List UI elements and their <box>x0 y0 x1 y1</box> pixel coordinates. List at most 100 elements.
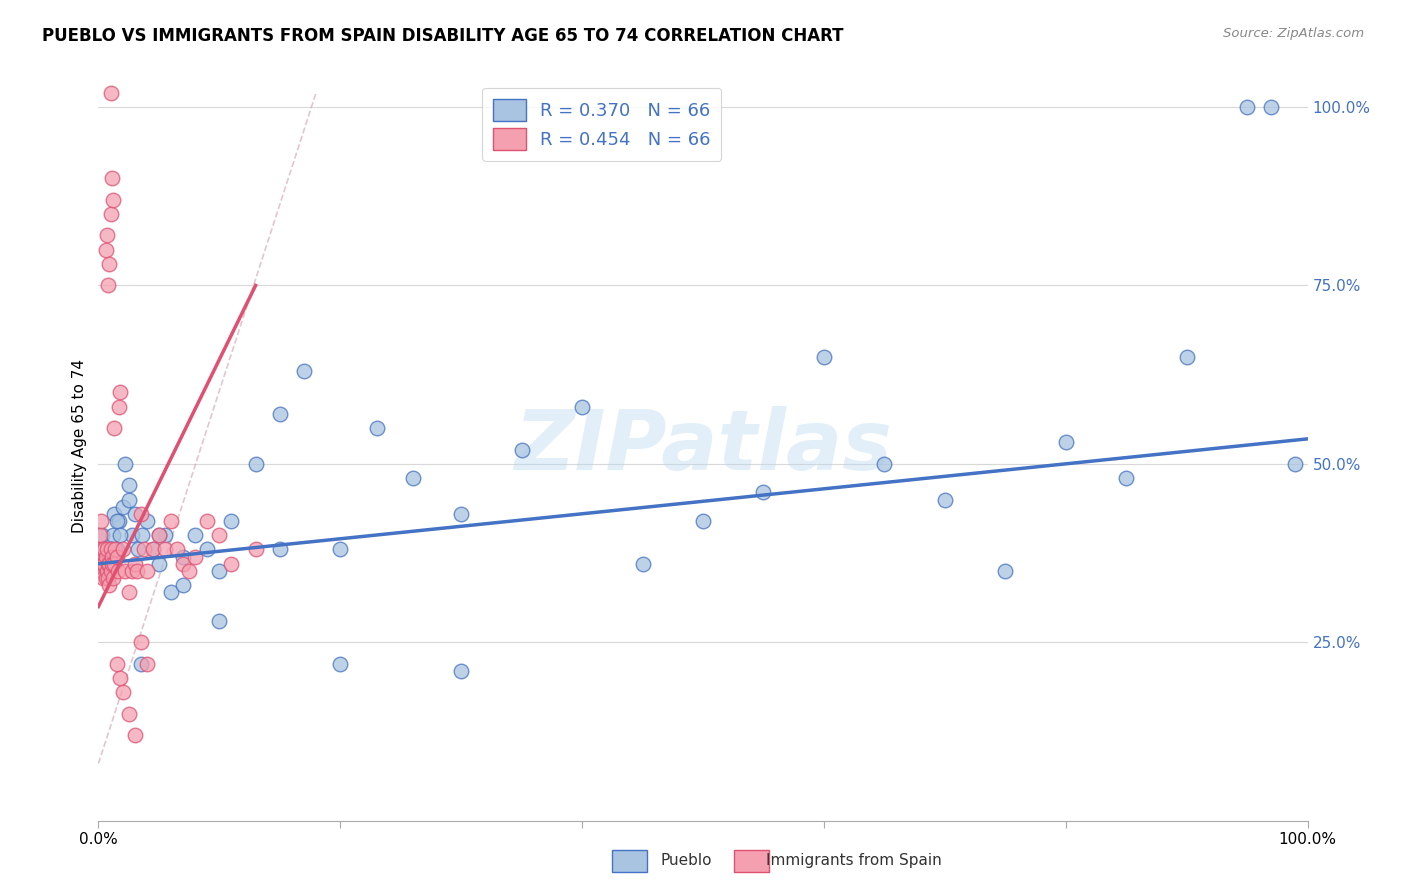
Point <box>142 542 165 557</box>
Point <box>148 528 170 542</box>
Point <box>101 193 124 207</box>
Point <box>97 571 120 585</box>
Point <box>94 549 117 564</box>
Point <box>105 542 128 557</box>
Point <box>101 571 124 585</box>
Point <box>100 171 122 186</box>
Point <box>172 549 194 564</box>
Point <box>97 557 120 571</box>
Point <box>1054 435 1077 450</box>
Point <box>269 407 291 421</box>
Point <box>195 514 218 528</box>
Point <box>96 542 118 557</box>
Point <box>103 557 125 571</box>
Point <box>93 557 115 571</box>
Point <box>108 528 131 542</box>
Point <box>172 578 194 592</box>
Point <box>97 278 120 293</box>
Point <box>105 657 128 671</box>
Point <box>1236 100 1258 114</box>
Point <box>329 542 352 557</box>
Point <box>90 549 112 564</box>
Point <box>114 457 136 471</box>
Point <box>108 385 131 400</box>
Point <box>118 585 141 599</box>
Point <box>101 549 124 564</box>
Point <box>111 542 134 557</box>
Point <box>160 585 183 599</box>
Point <box>208 528 231 542</box>
Point <box>105 514 128 528</box>
Point <box>100 557 122 571</box>
Point <box>148 528 170 542</box>
Point <box>402 471 425 485</box>
Point <box>100 542 122 557</box>
Point <box>100 549 122 564</box>
Point <box>129 657 152 671</box>
Point <box>994 564 1017 578</box>
Point <box>108 514 131 528</box>
Point <box>89 528 111 542</box>
Point <box>245 457 267 471</box>
Point <box>160 514 183 528</box>
Point <box>142 542 165 557</box>
Point <box>873 457 896 471</box>
Text: PUEBLO VS IMMIGRANTS FROM SPAIN DISABILITY AGE 65 TO 74 CORRELATION CHART: PUEBLO VS IMMIGRANTS FROM SPAIN DISABILI… <box>42 27 844 45</box>
Point <box>153 528 176 542</box>
Point <box>127 542 149 557</box>
Point <box>101 528 124 542</box>
Point <box>91 542 114 557</box>
Point <box>97 564 120 578</box>
Point <box>269 542 291 557</box>
Point <box>131 528 153 542</box>
Point <box>100 542 122 557</box>
Point <box>107 564 129 578</box>
Point <box>166 542 188 557</box>
Point <box>208 564 231 578</box>
Point <box>221 514 243 528</box>
Point <box>97 571 120 585</box>
Point <box>121 564 143 578</box>
Point <box>1175 350 1198 364</box>
Text: ZIPatlas: ZIPatlas <box>515 406 891 486</box>
Point <box>118 492 141 507</box>
Point <box>93 542 115 557</box>
Text: Immigrants from Spain: Immigrants from Spain <box>766 854 942 868</box>
Point <box>134 542 156 557</box>
Point <box>135 514 157 528</box>
Point <box>124 507 146 521</box>
Point <box>103 507 125 521</box>
Point <box>179 564 201 578</box>
Point <box>129 635 152 649</box>
Point <box>245 542 267 557</box>
Point <box>94 564 117 578</box>
Point <box>129 507 152 521</box>
Point <box>94 571 117 585</box>
Point <box>450 507 472 521</box>
Point <box>450 664 472 678</box>
Point <box>111 685 134 699</box>
Point <box>329 657 352 671</box>
Point <box>510 442 533 457</box>
Point <box>184 528 207 542</box>
Point <box>124 728 146 742</box>
Point <box>135 564 157 578</box>
Point <box>103 421 125 435</box>
Point <box>100 549 122 564</box>
Point <box>195 542 218 557</box>
Point <box>366 421 388 435</box>
Text: Pueblo: Pueblo <box>661 854 713 868</box>
Point <box>221 557 243 571</box>
Point <box>105 549 128 564</box>
Y-axis label: Disability Age 65 to 74: Disability Age 65 to 74 <box>72 359 87 533</box>
Point <box>104 542 127 557</box>
Point <box>91 528 114 542</box>
Point <box>184 549 207 564</box>
Point <box>93 542 115 557</box>
Point <box>96 557 118 571</box>
Text: Source: ZipAtlas.com: Source: ZipAtlas.com <box>1223 27 1364 40</box>
Point <box>100 542 122 557</box>
Point <box>94 243 117 257</box>
Point <box>1284 457 1306 471</box>
Point <box>108 671 131 685</box>
